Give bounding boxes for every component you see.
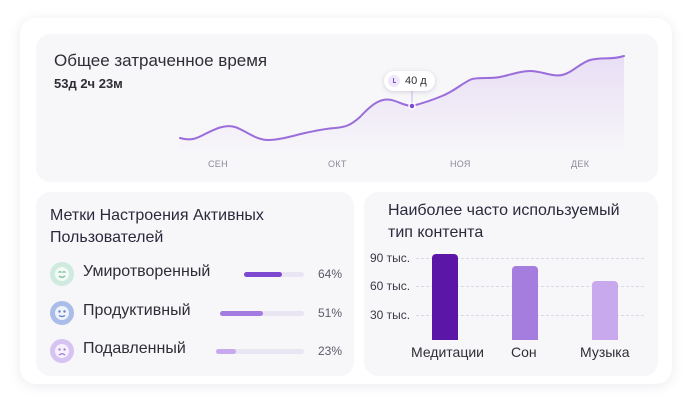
mood-bar-sad (216, 349, 304, 354)
y-tick-30k: 30 тыс. (370, 308, 411, 322)
line-tooltip: 40 д (384, 71, 435, 91)
y-tick-60k: 60 тыс. (370, 279, 411, 293)
mood-bar-calm (244, 272, 304, 277)
tooltip-value: 40 д (405, 75, 427, 87)
grid-line-90k (416, 258, 644, 259)
x-label-music: Музыка (580, 344, 630, 360)
total-time-line (179, 55, 625, 142)
x-label-sleep: Сон (511, 344, 537, 360)
bar-sleep[interactable] (512, 266, 538, 340)
total-time-title: Общее затраченное время (54, 51, 268, 70)
mood-bar-fill-productive (220, 311, 263, 316)
mood-label-calm: Умиротворенный (83, 263, 211, 280)
mood-row-calm[interactable]: Умиротворенный 64% (50, 262, 350, 286)
mood-percent-productive: 51% (318, 306, 343, 320)
mood-row-productive[interactable]: Продуктивный 51% (50, 301, 350, 325)
mood-label-sad: Подавленный (83, 340, 186, 357)
mood-bar-fill-calm (244, 272, 283, 277)
productive-face-icon (50, 301, 74, 325)
bar-music[interactable] (592, 281, 618, 340)
content-type-title: Наиболее часто используемый тип контента (388, 202, 620, 241)
month-label-sep: СЕН (208, 159, 228, 169)
y-tick-90k: 90 тыс. (370, 251, 411, 265)
mood-row-sad[interactable]: Подавленный 23% (50, 339, 350, 363)
month-label-dec: ДЕК (571, 159, 590, 169)
mood-bar-productive (220, 311, 304, 316)
clock-icon (388, 75, 400, 87)
mood-percent-sad: 23% (318, 344, 343, 358)
calm-face-icon (50, 262, 74, 286)
mood-panel (36, 192, 354, 376)
month-label-nov: НОЯ (450, 159, 471, 169)
month-label-oct: ОКТ (328, 159, 347, 169)
mood-title: Метки Настроения Активных Пользователей (50, 207, 264, 246)
x-label-meditation: Медитации (411, 344, 484, 360)
bar-meditation[interactable] (432, 254, 458, 340)
mood-bar-fill-sad (216, 349, 237, 354)
highlight-point[interactable] (408, 102, 416, 110)
mood-percent-calm: 64% (318, 267, 343, 281)
sad-face-icon (50, 339, 74, 363)
total-time-value: 53д 2ч 23м (54, 76, 123, 91)
mood-label-productive: Продуктивный (83, 302, 191, 319)
